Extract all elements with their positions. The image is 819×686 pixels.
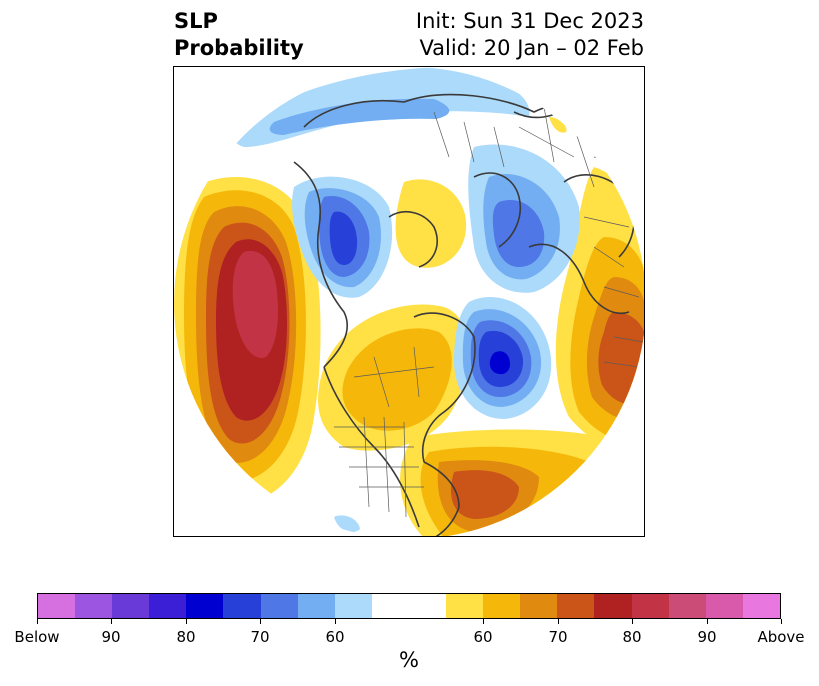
colorbar-segment: [631, 594, 669, 618]
colorbar-tick-label: 70: [548, 628, 568, 646]
above-central-north-america: [318, 304, 468, 451]
colorbar-tick-mark: [37, 619, 38, 624]
map-frame: [173, 66, 645, 537]
colorbar-tick-mark: [632, 619, 633, 624]
colorbar-segment: [371, 594, 409, 618]
colorbar-segment: [483, 594, 521, 618]
colorbar-tick-label: 60: [325, 628, 345, 646]
valid-range: Valid: 20 Jan – 02 Feb: [419, 36, 644, 60]
colorbar-segment: [446, 594, 484, 618]
borders: [334, 106, 644, 518]
colorbar-tick-label: 80: [622, 628, 642, 646]
colorbar-segment: [38, 594, 76, 618]
colorbar-segment: [705, 594, 743, 618]
colorbar-segment: [520, 594, 558, 618]
colorbar-segment: [149, 594, 187, 618]
colorbar-tick-label: 60: [473, 628, 493, 646]
colorbar-segment: [260, 594, 298, 618]
below-eastern-siberia: [292, 176, 393, 298]
below-greenland-iceland: [454, 297, 552, 419]
colorbar-tick-mark: [781, 619, 782, 624]
colorbar-tick-label: Below: [14, 628, 60, 646]
colorbar-tick-label: 90: [697, 628, 717, 646]
probability-map: [174, 67, 644, 536]
colorbar-tick-label: Above: [757, 628, 805, 646]
title-variable: SLP: [174, 9, 218, 33]
below-western-russia: [468, 144, 580, 293]
above-north-pacific: [174, 177, 321, 504]
map-dates: Init: Sun 31 Dec 2023 Valid: 20 Jan – 02…: [416, 8, 644, 62]
colorbar-tick-mark: [483, 619, 484, 624]
colorbar: [37, 593, 781, 619]
colorbar-tick-label: 70: [250, 628, 270, 646]
colorbar-tick-mark: [111, 619, 112, 624]
colorbar-tick-mark: [707, 619, 708, 624]
colorbar-segment: [297, 594, 335, 618]
init-date: Init: Sun 31 Dec 2023: [415, 9, 644, 33]
below-small-patch: [334, 515, 360, 533]
colorbar-segment: [75, 594, 113, 618]
colorbar-segment: [668, 594, 706, 618]
colorbar-segment: [223, 594, 261, 618]
colorbar-tick-label: 80: [176, 628, 196, 646]
colorbar-segment: [334, 594, 372, 618]
colorbar-tick-mark: [260, 619, 261, 624]
colorbar-segment: [557, 594, 595, 618]
colorbar-segment: [186, 594, 224, 618]
map-title: SLP Probability: [174, 8, 304, 62]
colorbar-tick-label: 90: [101, 628, 121, 646]
colorbar-tick-mark: [186, 619, 187, 624]
colorbar-tick-mark: [558, 619, 559, 624]
colorbar-unit: %: [399, 648, 419, 672]
colorbar-segment: [594, 594, 632, 618]
colorbar-segment: [112, 594, 150, 618]
above-western-atlantic: [400, 429, 618, 536]
colorbar-segment: [408, 594, 447, 618]
below-arctic-band: [231, 67, 530, 147]
title-type: Probability: [174, 36, 304, 60]
colorbar-segment: [742, 594, 780, 618]
colorbar-tick-mark: [335, 619, 336, 624]
